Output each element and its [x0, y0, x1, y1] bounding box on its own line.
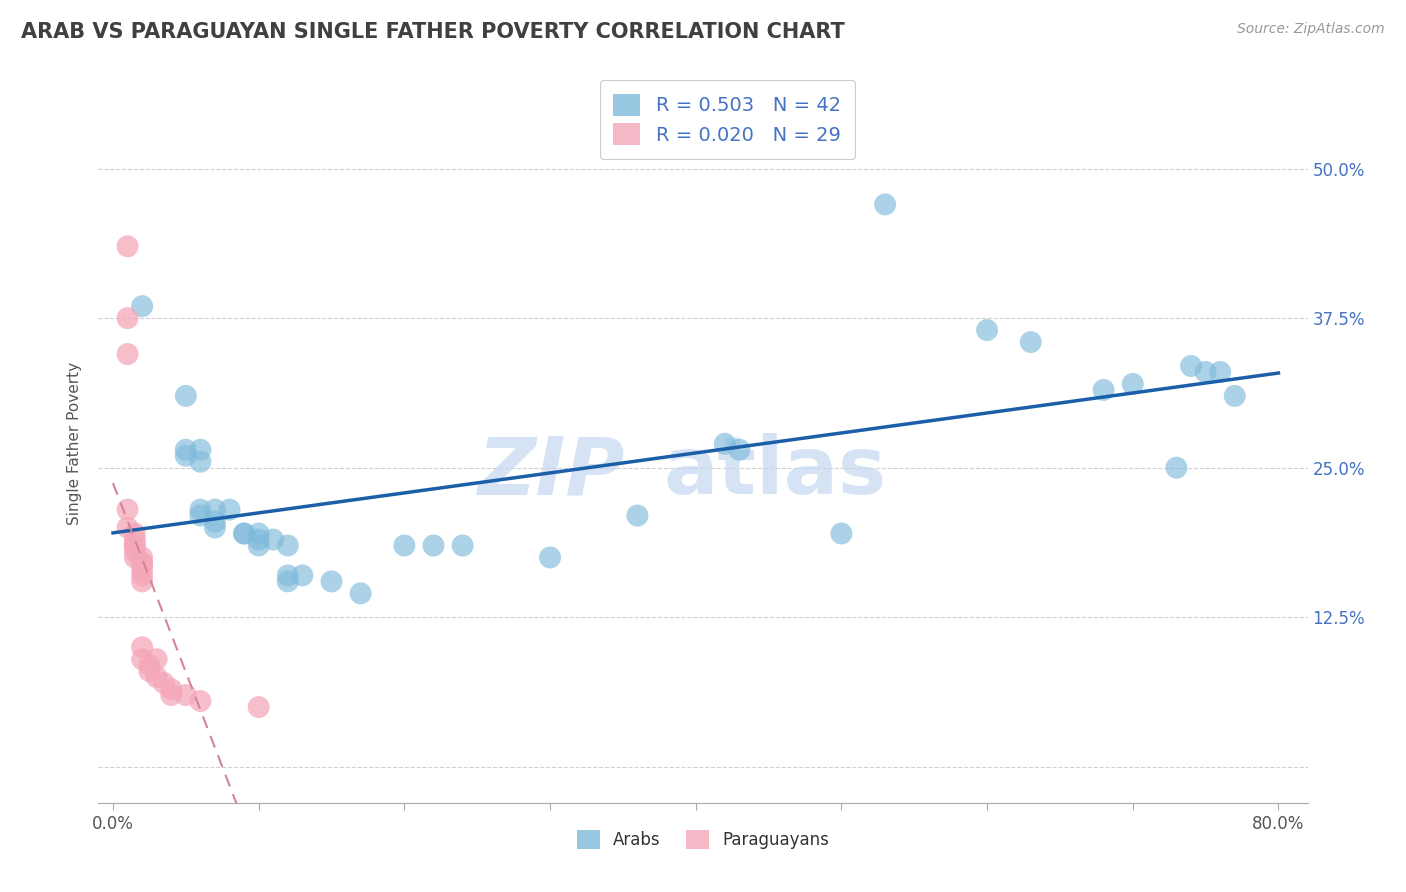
Point	[124, 526, 146, 541]
Point	[218, 502, 240, 516]
Point	[350, 586, 373, 600]
Point	[138, 658, 160, 673]
Point	[124, 533, 146, 547]
Point	[277, 568, 299, 582]
Point	[247, 700, 270, 714]
Legend: Arabs, Paraguayans: Arabs, Paraguayans	[569, 823, 837, 855]
Point	[138, 664, 160, 678]
Point	[131, 550, 153, 565]
Point	[124, 544, 146, 558]
Point	[160, 688, 183, 702]
Point	[174, 442, 197, 457]
Point	[117, 347, 139, 361]
Point	[190, 508, 212, 523]
Point	[117, 520, 139, 534]
Point	[291, 568, 314, 582]
Point	[233, 526, 256, 541]
Text: ARAB VS PARAGUAYAN SINGLE FATHER POVERTY CORRELATION CHART: ARAB VS PARAGUAYAN SINGLE FATHER POVERTY…	[21, 22, 845, 42]
Point	[153, 676, 176, 690]
Point	[830, 526, 852, 541]
Point	[131, 574, 153, 589]
Point	[1194, 365, 1216, 379]
Point	[204, 520, 226, 534]
Point	[1209, 365, 1232, 379]
Point	[174, 389, 197, 403]
Point	[131, 557, 153, 571]
Point	[626, 508, 648, 523]
Point	[160, 682, 183, 697]
Point	[117, 311, 139, 326]
Point	[976, 323, 998, 337]
Point	[190, 442, 212, 457]
Point	[131, 652, 153, 666]
Point	[422, 539, 444, 553]
Point	[321, 574, 343, 589]
Point	[204, 502, 226, 516]
Point	[394, 539, 416, 553]
Point	[247, 539, 270, 553]
Point	[190, 694, 212, 708]
Point	[1122, 376, 1144, 391]
Point	[247, 533, 270, 547]
Point	[451, 539, 474, 553]
Point	[131, 562, 153, 576]
Point	[174, 688, 197, 702]
Point	[262, 533, 284, 547]
Point	[277, 539, 299, 553]
Point	[1092, 383, 1115, 397]
Point	[247, 526, 270, 541]
Point	[277, 574, 299, 589]
Point	[1019, 334, 1042, 349]
Point	[131, 299, 153, 313]
Point	[875, 197, 897, 211]
Point	[124, 539, 146, 553]
Point	[117, 239, 139, 253]
Point	[117, 502, 139, 516]
Point	[174, 449, 197, 463]
Point	[131, 568, 153, 582]
Point	[538, 550, 561, 565]
Point	[1166, 460, 1188, 475]
Point	[1180, 359, 1202, 373]
Point	[190, 502, 212, 516]
Text: atlas: atlas	[664, 434, 887, 511]
Point	[1223, 389, 1246, 403]
Text: ZIP: ZIP	[477, 434, 624, 511]
Point	[145, 652, 167, 666]
Point	[233, 526, 256, 541]
Point	[204, 515, 226, 529]
Point	[124, 539, 146, 553]
Point	[190, 455, 212, 469]
Text: Source: ZipAtlas.com: Source: ZipAtlas.com	[1237, 22, 1385, 37]
Point	[714, 436, 737, 450]
Point	[728, 442, 751, 457]
Point	[131, 557, 153, 571]
Point	[131, 640, 153, 655]
Point	[145, 670, 167, 684]
Y-axis label: Single Father Poverty: Single Father Poverty	[67, 362, 83, 525]
Point	[124, 550, 146, 565]
